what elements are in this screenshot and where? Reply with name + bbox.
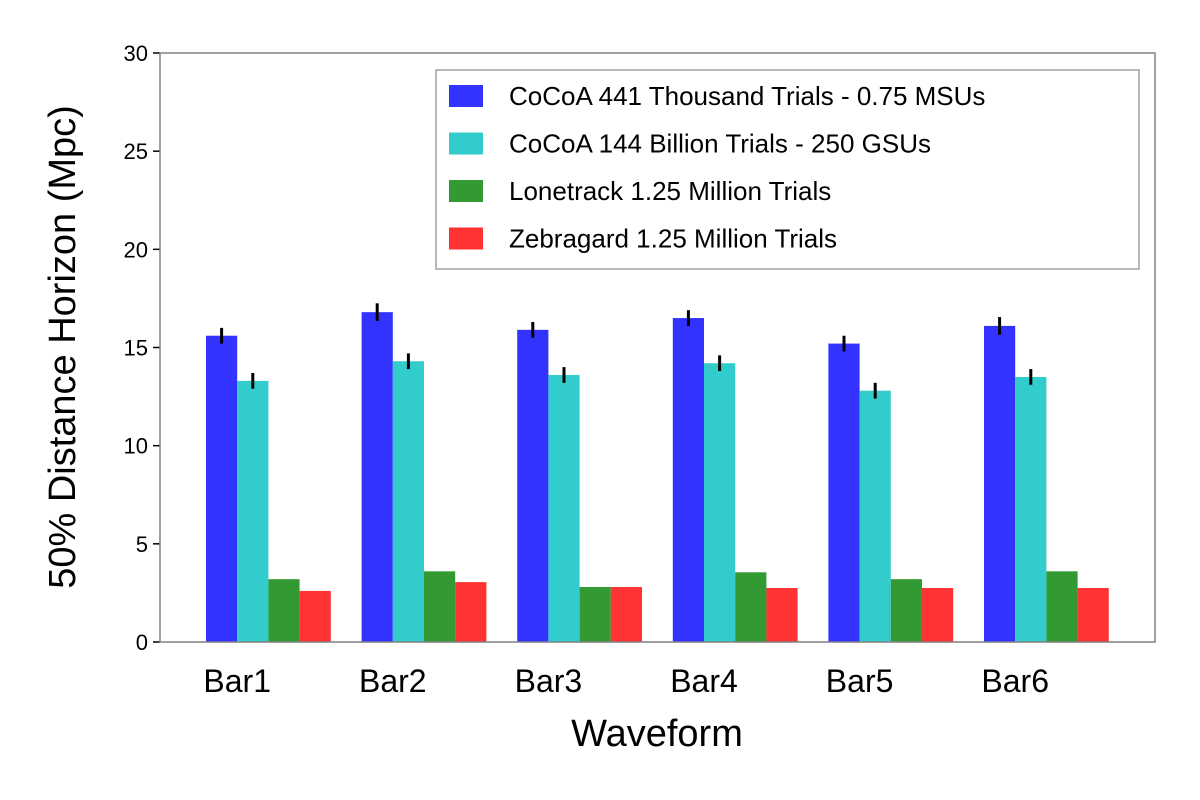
error-bars-layer <box>220 303 1033 399</box>
bar-series4-bar4 <box>766 588 798 642</box>
legend-frame <box>435 69 1140 270</box>
y-tick-label: 20 <box>124 237 148 262</box>
legend-swatch-series4 <box>449 227 483 250</box>
legend-label-series3: Lonetrack 1.25 Million Trials <box>509 176 831 206</box>
bar-series4-bar2 <box>455 582 487 642</box>
bar-series3-bar2 <box>424 571 456 642</box>
bar-series3-bar5 <box>890 579 922 642</box>
bar-series1-bar4 <box>672 318 704 642</box>
bar-series3-bar4 <box>735 572 767 642</box>
bar-series4-bar1 <box>299 590 331 642</box>
x-tick-label: Bar6 <box>981 663 1049 699</box>
bars-layer <box>206 312 1109 642</box>
x-axis-labels: Bar1 Bar2 Bar3 Bar4 Bar5 Bar6 <box>203 663 1049 699</box>
bar-series1-bar3 <box>517 329 549 642</box>
y-tick-label: 10 <box>124 434 148 459</box>
bar-series2-bar4 <box>704 363 736 642</box>
y-tick-label: 15 <box>124 336 148 361</box>
legend-swatch-series1 <box>449 85 483 107</box>
bar-series3-bar3 <box>579 587 611 642</box>
bar-series1-bar1 <box>206 335 238 642</box>
y-tick-label: 25 <box>124 139 148 164</box>
bar-series2-bar6 <box>1015 376 1047 642</box>
bar-series1-bar2 <box>361 312 393 642</box>
x-tick-label: Bar4 <box>670 663 738 699</box>
y-axis-ticks: 0 5 10 15 20 25 30 <box>124 41 160 655</box>
bar-series1-bar5 <box>828 343 860 642</box>
y-axis-title: 50% Distance Horizon (Mpc) <box>42 105 84 589</box>
x-tick-label: Bar2 <box>359 663 427 699</box>
y-tick-label: 5 <box>136 532 148 557</box>
bar-series4-bar3 <box>610 587 642 642</box>
bar-series2-bar5 <box>859 390 891 642</box>
legend: CoCoA 441 Thousand Trials - 0.75 MSUs CoC… <box>435 69 1140 270</box>
bar-series4-bar5 <box>922 588 954 642</box>
bar-series2-bar1 <box>237 380 269 642</box>
plot-frame <box>159 52 1156 643</box>
legend-label-series2: CoCoA 144 Billion Trials - 250 GSUs <box>509 129 931 159</box>
bar-series2-bar2 <box>392 361 424 642</box>
x-tick-label: Bar3 <box>515 663 583 699</box>
x-tick-label: Bar1 <box>203 663 271 699</box>
bar-series4-bar6 <box>1077 588 1109 642</box>
y-tick-label: 30 <box>124 41 148 66</box>
x-tick-label: Bar5 <box>826 663 894 699</box>
bar-series3-bar6 <box>1046 571 1078 642</box>
legend-label-series1: CoCoA 441 Thousand Trials - 0.75 MSUs <box>509 81 985 111</box>
bar-series3-bar1 <box>268 579 300 642</box>
bar-series1-bar6 <box>984 325 1016 642</box>
legend-label-series4: Zebragard 1.25 Million Trials <box>509 224 837 254</box>
legend-swatch-series2 <box>449 132 483 155</box>
x-axis-title: Waveform <box>571 713 743 755</box>
legend-swatch-series3 <box>449 180 483 202</box>
bar-series2-bar3 <box>548 374 580 642</box>
y-tick-label: 0 <box>136 630 148 655</box>
